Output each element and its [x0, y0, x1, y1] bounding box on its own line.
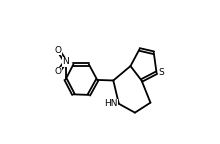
- Text: O: O: [55, 67, 62, 76]
- Text: HN: HN: [104, 99, 117, 108]
- Text: O: O: [55, 46, 62, 55]
- Text: N: N: [62, 57, 69, 66]
- Text: S: S: [159, 68, 164, 77]
